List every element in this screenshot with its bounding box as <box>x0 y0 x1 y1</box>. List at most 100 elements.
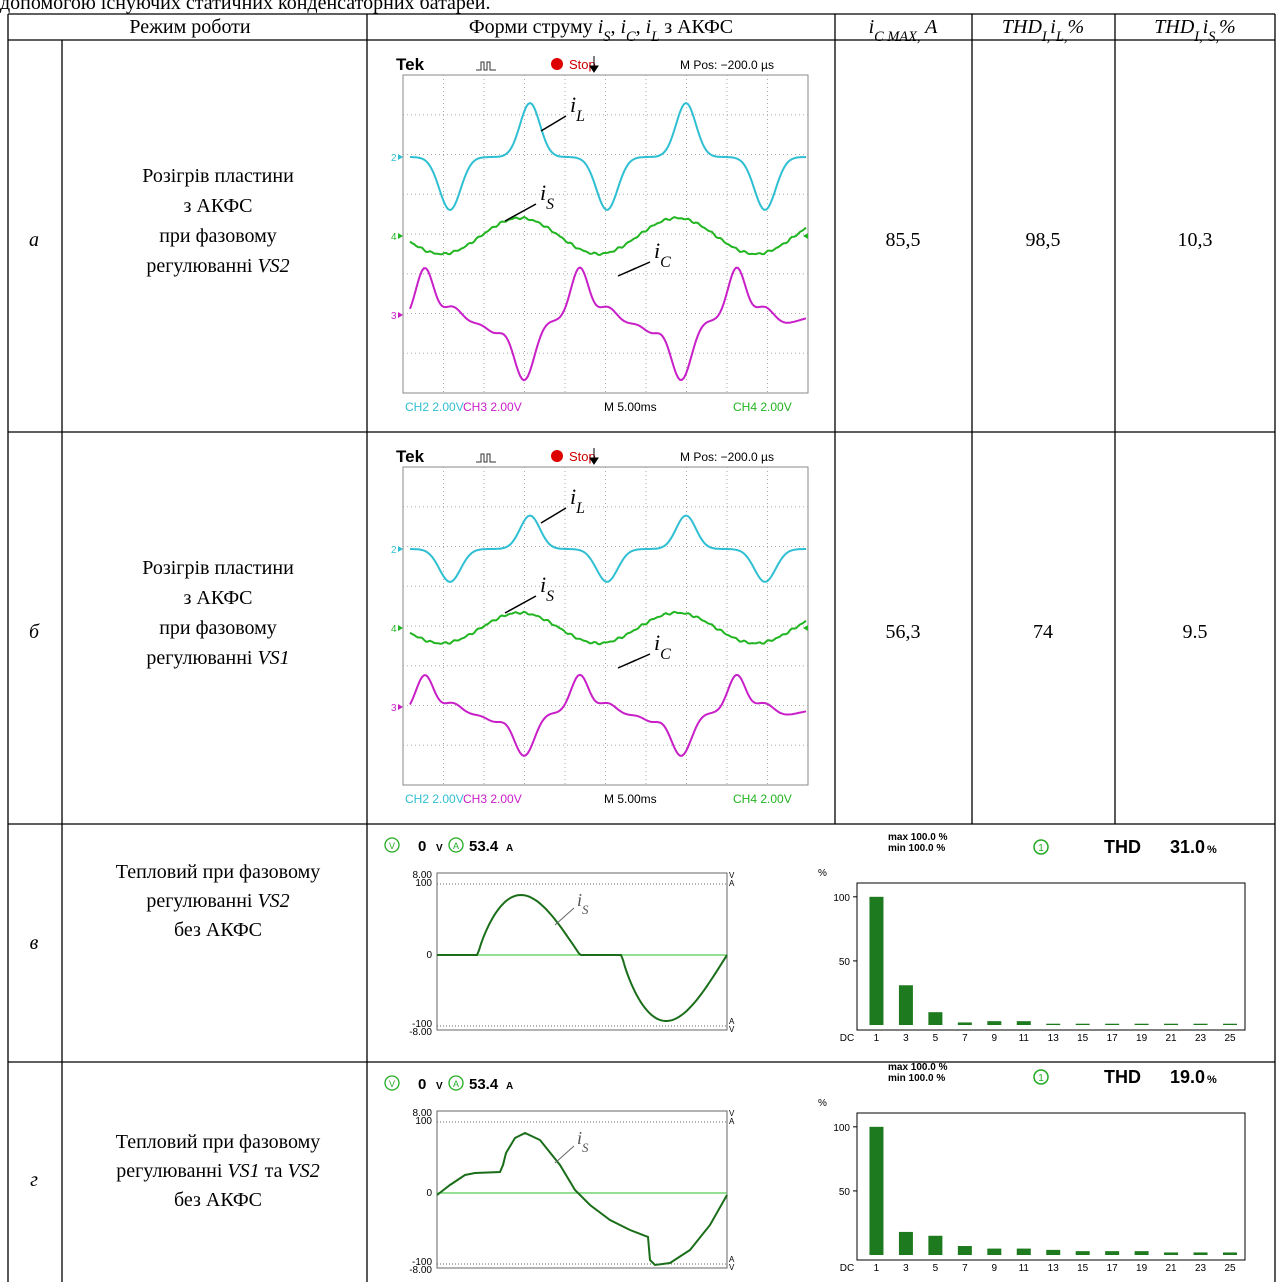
page: {"intro":"допомогою існуючих статичних к… <box>0 0 1278 1282</box>
thd-value: 31.0 <box>1170 837 1205 857</box>
mode-text-part: без АКФС <box>174 1189 262 1211</box>
thd-unit: % <box>1207 844 1217 856</box>
scope-channel: CH4 2.00V <box>733 400 792 414</box>
x-tick-label: 7 <box>962 1033 968 1044</box>
channel-marker: 3 <box>391 703 397 714</box>
mode-text-part: регулюванні <box>146 647 257 669</box>
mode-text-part: з АКФС <box>184 195 253 217</box>
mode-text: регулюванні VS2 <box>146 255 289 277</box>
header-cell: THDI,iL,% <box>1002 16 1084 45</box>
x-tick-label: 25 <box>1224 1033 1236 1044</box>
mode-text-part: Розігрів пластини <box>142 557 294 579</box>
wave-label: iS <box>577 890 589 917</box>
header-cell-part: A <box>921 16 939 38</box>
bar <box>1017 1249 1031 1255</box>
y-tick-label: 100 <box>833 893 850 904</box>
scope-timebase: M 5.00ms <box>604 792 657 806</box>
mode-text: Розігрів пластини <box>142 557 294 579</box>
bar <box>1164 1252 1178 1255</box>
trigger-icon <box>476 62 496 70</box>
bar <box>869 1127 883 1255</box>
bar <box>1223 1252 1237 1255</box>
mode-text-part: Тепловий при фазовому <box>116 861 320 883</box>
x-tick-label: 13 <box>1048 1263 1060 1274</box>
mode-text-part: регулюванні <box>146 255 257 277</box>
channel-arrow <box>398 312 403 318</box>
channel-marker: 2 <box>391 153 397 164</box>
header-cell-part: C MAX, <box>874 29 920 45</box>
current: 53.4 <box>469 838 499 855</box>
scope-brand: Tek <box>396 447 425 466</box>
y-axis-title: % <box>818 1098 827 1109</box>
value-cell: 56,3 <box>886 621 921 643</box>
header-cell: iC MAX, A <box>869 16 939 45</box>
max-text: max 100.0 % <box>888 1062 948 1073</box>
mode-text: з АКФС <box>184 195 253 217</box>
min-text: min 100.0 % <box>888 1073 945 1084</box>
voltage: 0 <box>418 1076 426 1093</box>
wave-unit: V <box>729 1263 735 1272</box>
channel-marker: 4 <box>391 624 397 635</box>
header-cell-part: Форми струму <box>469 16 598 38</box>
bar <box>1046 1024 1060 1025</box>
bar <box>1076 1251 1090 1255</box>
scope-state: Stop <box>569 449 596 464</box>
thd-label: THD <box>1104 837 1141 857</box>
scope-channel: CH2 2.00V <box>405 792 464 806</box>
trace-label-part: L <box>575 500 585 517</box>
bar <box>958 1246 972 1255</box>
y-tick-label: 100 <box>833 1123 850 1134</box>
scope-timebase: M 5.00ms <box>604 400 657 414</box>
header-cell-part: S, <box>1208 29 1219 45</box>
scope-channel: CH3 2.00V <box>463 792 522 806</box>
mode-text: регулюванні VS2 <box>146 890 289 912</box>
y-axis-title: % <box>818 868 827 879</box>
wave-label-part: S <box>582 1140 589 1155</box>
channel-marker: 4 <box>391 232 397 243</box>
current: 53.4 <box>469 1076 499 1093</box>
bar <box>1135 1024 1149 1025</box>
analyzer-wave: V0VA53.4A8.001000-100-8.00VAAViS <box>385 1076 735 1276</box>
wave-tick-label: 100 <box>415 1116 432 1127</box>
mode-text-part: та <box>260 1160 288 1182</box>
x-tick-label: 11 <box>1019 1263 1030 1274</box>
wave-tick-label: 100 <box>415 878 432 889</box>
row-letter: б <box>29 621 40 643</box>
value-cell: 98,5 <box>1026 229 1061 251</box>
bar <box>1164 1024 1178 1025</box>
mode-text: Тепловий при фазовому <box>116 1131 320 1153</box>
x-tick-label: 19 <box>1136 1033 1148 1044</box>
mode-text-part: з АКФС <box>184 587 253 609</box>
wave-label: iS <box>577 1128 589 1155</box>
bar <box>928 1236 942 1255</box>
channel-marker: 2 <box>391 545 397 556</box>
wave-tick-label: 0 <box>426 950 432 961</box>
header-cell-part: з АКФС <box>659 16 733 38</box>
x-tick-label: 7 <box>962 1263 968 1274</box>
header-cell-part: C <box>626 29 636 45</box>
header-cell-part: L <box>650 29 659 45</box>
trigger-icon <box>476 454 496 462</box>
y-tick-label: 50 <box>839 957 851 968</box>
header-cell-part: % <box>1067 16 1084 38</box>
scope-channel: CH4 2.00V <box>733 792 792 806</box>
trace-label-part: C <box>660 254 671 271</box>
x-tick-label: 3 <box>903 1263 909 1274</box>
unit: V <box>436 1081 443 1092</box>
icon-letter: 1 <box>1038 1073 1044 1084</box>
channel-arrow <box>398 154 403 160</box>
y-tick-label: 50 <box>839 1187 851 1198</box>
bar <box>1046 1250 1060 1255</box>
scope-channel: CH2 2.00V <box>405 400 464 414</box>
x-tick-label: 17 <box>1107 1033 1119 1044</box>
icon-letter: 1 <box>1038 843 1044 854</box>
mode-text-part: VS2 <box>257 890 289 912</box>
bar <box>958 1022 972 1025</box>
unit: A <box>506 1081 513 1092</box>
mode-text-part: VS2 <box>257 255 289 277</box>
x-tick-label: 13 <box>1048 1033 1060 1044</box>
x-tick-label: DC <box>840 1033 854 1044</box>
mode-text-part: при фазовому <box>159 617 277 639</box>
channel-arrow <box>398 546 403 552</box>
x-tick-label: 23 <box>1195 1263 1207 1274</box>
